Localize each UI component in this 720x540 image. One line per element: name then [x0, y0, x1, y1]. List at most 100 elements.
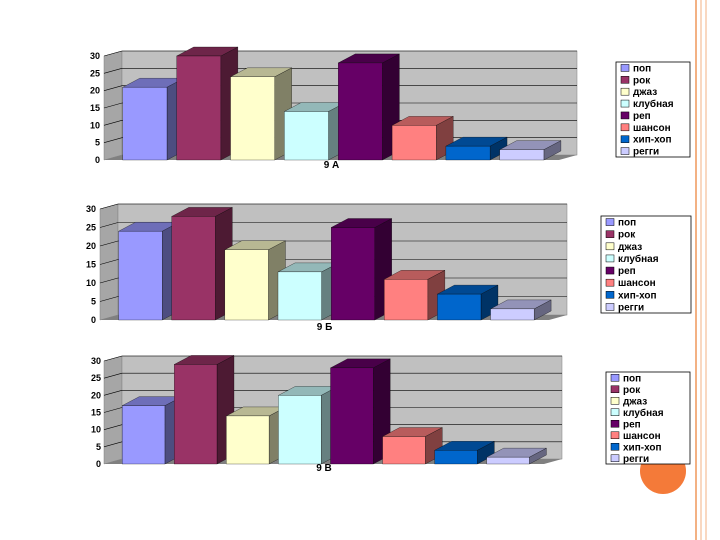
bar-front [499, 149, 545, 161]
bar-front [284, 111, 329, 161]
bar-front [230, 76, 275, 161]
gridline-side [99, 203, 119, 210]
bar-front [338, 62, 383, 161]
legend-swatch [605, 218, 615, 226]
y-tick-label: 20 [91, 390, 101, 400]
y-tick-label: 5 [96, 442, 101, 452]
legend-swatch [610, 443, 620, 451]
gridline-side [103, 137, 123, 143]
legend-label: поп [618, 218, 636, 229]
gridline-side [99, 259, 119, 265]
y-tick-label: 25 [91, 373, 101, 383]
legend-swatch [610, 397, 620, 405]
bar [176, 46, 238, 161]
gridline-side [103, 355, 123, 362]
x-axis-label: 9 Б [317, 322, 333, 333]
bar [434, 441, 495, 465]
gridline-side [103, 68, 123, 74]
gridline-side [103, 372, 123, 379]
gridline-side [103, 120, 123, 126]
legend-label: хип-хоп [623, 442, 662, 453]
y-tick-label: 30 [90, 51, 100, 61]
bar [486, 447, 547, 465]
y-tick-label: 0 [91, 315, 96, 325]
legend-label: реп [623, 419, 641, 430]
y-tick-label: 0 [95, 155, 100, 165]
bar [278, 386, 339, 465]
gridline-side [103, 441, 123, 448]
legend-swatch [605, 242, 615, 251]
legend-swatch [620, 99, 630, 108]
y-tick-label: 10 [86, 278, 96, 288]
bar [122, 77, 185, 161]
chart-3: 0 5 10 15 20 25 30 9 В попрокджазклубнаярепшансо… [91, 355, 691, 474]
y-tick-label: 25 [86, 223, 96, 233]
bar-front [434, 450, 478, 465]
bar-front [176, 55, 221, 161]
legend-label: клубная [633, 98, 674, 110]
legend-box [600, 215, 692, 314]
legend-swatch [620, 123, 630, 132]
bar [338, 53, 400, 161]
legend-label: шансон [623, 431, 661, 442]
legend-swatch [620, 111, 630, 120]
bar [118, 221, 180, 321]
bar [490, 299, 552, 321]
gridline-side [99, 222, 119, 228]
legend-swatch [610, 385, 620, 393]
legend-label: регги [618, 302, 644, 313]
legend-label: рок [618, 230, 636, 241]
y-tick-label: 30 [86, 204, 96, 214]
y-tick-label: 0 [96, 459, 101, 469]
legend-box [605, 371, 691, 465]
bar [499, 140, 562, 161]
legend-label: хип-хоп [618, 290, 657, 301]
bar [171, 207, 233, 321]
bar-front [118, 231, 163, 321]
legend-label: джаз [618, 242, 642, 253]
legend-swatch [610, 454, 620, 462]
legend-label: шансон [618, 278, 656, 289]
legend-swatch [605, 266, 615, 275]
legend-label: поп [633, 63, 651, 74]
legend-label: шансон [633, 123, 671, 134]
bar-front [330, 227, 375, 321]
legend-swatch [605, 291, 615, 299]
gridline-side [99, 296, 119, 302]
legend-swatch [620, 64, 630, 72]
y-tick-label: 25 [90, 68, 100, 78]
legend-label: джаз [623, 396, 647, 407]
bar-front [490, 308, 535, 321]
y-tick-label: 30 [91, 356, 101, 366]
bar-front [445, 145, 491, 161]
legend-label: клубная [618, 253, 659, 265]
y-tick-label: 10 [91, 425, 101, 435]
bar [382, 427, 443, 465]
bar-front [391, 125, 437, 161]
bar-front [437, 293, 482, 321]
bar [330, 358, 391, 465]
chart-2: 0 5 10 15 20 25 30 9 Б попрокджазклубнаярепшансо… [86, 203, 692, 333]
legend-swatch [605, 230, 615, 238]
bar [391, 116, 454, 161]
bar-front [278, 395, 322, 465]
bar [230, 67, 292, 161]
y-tick-label: 20 [90, 86, 100, 96]
gridline-side [103, 102, 123, 109]
bar-front [486, 456, 530, 465]
bar-front [122, 405, 166, 465]
bar [384, 270, 445, 321]
bar-front [382, 436, 426, 465]
bar [277, 262, 339, 321]
bar-front [174, 364, 218, 465]
gridline-side [103, 85, 123, 91]
legend-swatch [620, 76, 630, 84]
bar-front [330, 367, 374, 465]
gridline-side [103, 390, 123, 396]
legend-swatch [610, 420, 620, 428]
y-tick-label: 15 [90, 103, 100, 113]
